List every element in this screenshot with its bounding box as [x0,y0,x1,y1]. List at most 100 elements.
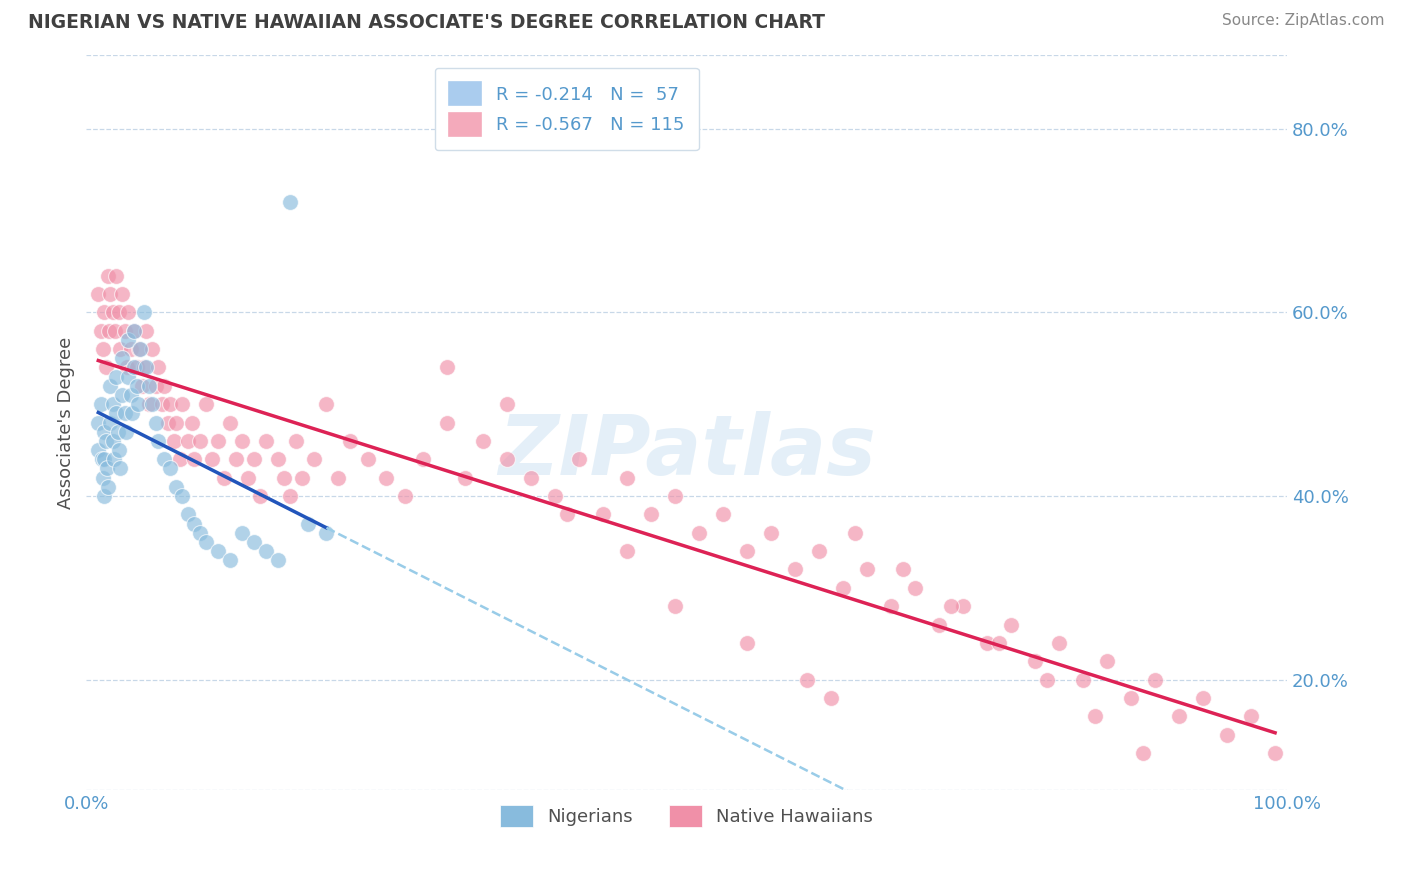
Point [105,406,128,420]
Point [831,581,853,595]
Point [97,480,120,494]
Point [159,461,181,475]
Point [735,636,758,650]
Text: ZIPatlas: ZIPatlas [498,411,876,492]
Point [495,397,517,411]
Point [238,470,260,484]
Point [219,553,242,567]
Point [105,268,128,283]
Point [120,342,142,356]
Point [1143,673,1166,687]
Point [735,544,758,558]
Point [148,434,170,448]
Y-axis label: Associate's Degree: Associate's Degree [58,336,75,508]
Point [231,525,253,540]
Point [101,397,124,411]
Point [1192,691,1215,706]
Point [688,525,710,540]
Point [156,416,179,430]
Point [138,397,160,411]
Point [987,636,1010,650]
Point [91,470,114,484]
Point [124,324,146,338]
Point [207,434,229,448]
Point [1095,654,1118,668]
Point [163,434,186,448]
Point [471,434,494,448]
Point [138,378,160,392]
Point [165,480,187,494]
Point [103,452,125,467]
Point [201,452,224,467]
Point [141,342,163,356]
Point [177,434,200,448]
Point [94,360,117,375]
Point [880,599,903,614]
Point [125,360,148,375]
Point [108,461,131,475]
Point [97,268,120,283]
Point [115,425,138,439]
Point [280,195,302,210]
Point [904,581,927,595]
Point [101,434,124,448]
Point [568,452,591,467]
Point [98,416,121,430]
Point [177,508,200,522]
Point [315,525,337,540]
Text: Source: ZipAtlas.com: Source: ZipAtlas.com [1222,13,1385,29]
Point [273,470,295,484]
Point [640,508,662,522]
Point [90,397,112,411]
Point [111,388,134,402]
Point [1071,673,1094,687]
Point [254,544,277,558]
Point [107,443,129,458]
Point [181,416,204,430]
Point [131,378,153,392]
Point [357,452,380,467]
Point [616,544,638,558]
Point [519,470,541,484]
Point [339,434,361,448]
Point [120,388,142,402]
Point [394,489,416,503]
Point [111,287,134,301]
Point [104,324,127,338]
Point [304,452,326,467]
Point [1084,709,1107,723]
Point [891,562,914,576]
Point [93,425,115,439]
Point [153,378,176,392]
Point [291,470,314,484]
Point [90,324,112,338]
Point [616,470,638,484]
Point [96,461,118,475]
Point [315,397,337,411]
Point [249,489,271,503]
Point [115,360,138,375]
Point [759,525,782,540]
Point [117,305,139,319]
Point [267,452,290,467]
Point [108,342,131,356]
Text: NIGERIAN VS NATIVE HAWAIIAN ASSOCIATE'S DEGREE CORRELATION CHART: NIGERIAN VS NATIVE HAWAIIAN ASSOCIATE'S … [28,13,825,32]
Point [1119,691,1142,706]
Point [125,378,148,392]
Point [664,489,686,503]
Point [592,508,614,522]
Point [117,369,139,384]
Point [1024,654,1046,668]
Point [1216,728,1239,742]
Point [114,324,136,338]
Point [207,544,229,558]
Point [124,360,146,375]
Point [90,452,112,467]
Point [195,535,218,549]
Point [375,470,398,484]
Point [976,636,998,650]
Point [1000,617,1022,632]
Point [328,470,350,484]
Point [939,599,962,614]
Point [183,516,205,531]
